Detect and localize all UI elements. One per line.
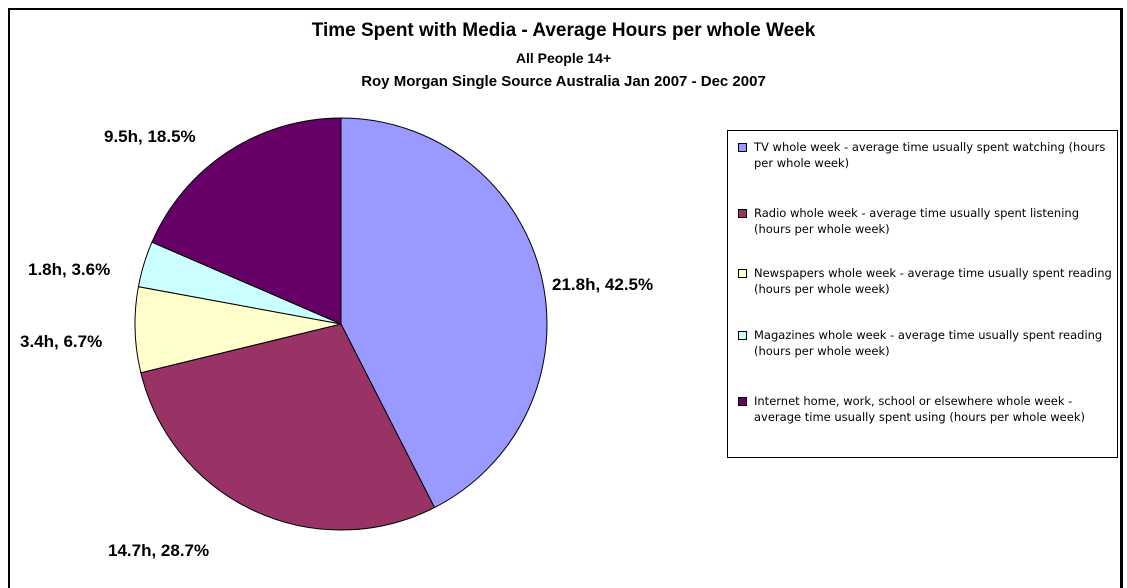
slice-data-label-3: 3.4h, 6.7% bbox=[20, 332, 102, 351]
legend-swatch bbox=[738, 331, 747, 340]
legend-label: Newspapers whole week - average time usu… bbox=[754, 266, 1112, 296]
legend-swatch bbox=[738, 397, 747, 406]
chart-subtitle-source: Roy Morgan Single Source Australia Jan 2… bbox=[361, 73, 766, 90]
legend-label: TV whole week - average time usually spe… bbox=[754, 140, 1106, 170]
legend-label: Magazines whole week - average time usua… bbox=[754, 328, 1103, 358]
slice-data-label-5: 9.5h, 18.5% bbox=[104, 127, 196, 146]
legend-swatch bbox=[738, 143, 747, 152]
legend-item-3: Newspapers whole week - average time usu… bbox=[738, 265, 1114, 297]
legend-label: Internet home, work, school or elsewhere… bbox=[754, 394, 1085, 424]
chart-title: Time Spent with Media - Average Hours pe… bbox=[311, 20, 816, 41]
legend-item-4: Magazines whole week - average time usua… bbox=[738, 327, 1114, 359]
legend-item-2: Radio whole week - average time usually … bbox=[738, 205, 1114, 237]
chart-subtitle-population: All People 14+ bbox=[515, 50, 612, 66]
slice-data-label-2: 14.7h, 28.7% bbox=[108, 541, 209, 560]
slice-data-label-4: 1.8h, 3.6% bbox=[28, 260, 110, 279]
legend-item-5: Internet home, work, school or elsewhere… bbox=[738, 393, 1114, 425]
legend-label: Radio whole week - average time usually … bbox=[754, 206, 1079, 236]
slice-data-label-1: 21.8h, 42.5% bbox=[552, 275, 653, 294]
legend: TV whole week - average time usually spe… bbox=[727, 130, 1118, 458]
legend-swatch bbox=[738, 209, 747, 218]
pie-slice-2 bbox=[140, 323, 436, 531]
pie-slice-5 bbox=[151, 117, 342, 325]
pie-slice-1 bbox=[340, 117, 548, 509]
legend-item-1: TV whole week - average time usually spe… bbox=[738, 139, 1114, 171]
legend-swatch bbox=[738, 269, 747, 278]
chart-frame bbox=[8, 8, 1123, 588]
